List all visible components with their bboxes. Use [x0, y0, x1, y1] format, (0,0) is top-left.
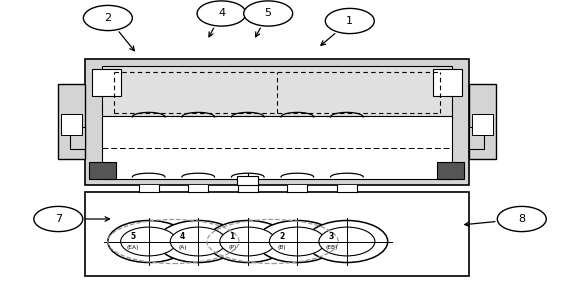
Bar: [58, 84, 85, 159]
Circle shape: [197, 1, 246, 26]
Circle shape: [108, 220, 189, 262]
Text: (A): (A): [178, 245, 187, 250]
Text: 4: 4: [218, 8, 225, 19]
Bar: [61, 114, 82, 135]
Circle shape: [319, 227, 375, 256]
Text: (P): (P): [228, 245, 236, 250]
Text: 7: 7: [55, 214, 62, 224]
Circle shape: [121, 227, 177, 256]
Bar: [188, 184, 208, 192]
Text: 2: 2: [104, 13, 111, 23]
Text: (B): (B): [278, 245, 286, 250]
Circle shape: [325, 8, 374, 34]
Bar: [92, 69, 121, 96]
Bar: [139, 184, 159, 192]
Bar: [85, 192, 469, 276]
Circle shape: [83, 5, 132, 31]
Text: 5: 5: [131, 232, 136, 242]
Circle shape: [170, 227, 226, 256]
Bar: [469, 84, 496, 159]
Bar: [237, 176, 258, 184]
Circle shape: [257, 220, 338, 262]
Bar: [70, 127, 85, 149]
Text: (EB): (EB): [325, 245, 338, 250]
Bar: [102, 116, 452, 178]
Bar: [89, 162, 116, 178]
Circle shape: [269, 227, 325, 256]
Bar: [337, 184, 357, 192]
Text: 8: 8: [518, 214, 525, 224]
Circle shape: [34, 206, 83, 232]
Bar: [433, 69, 462, 96]
Circle shape: [220, 227, 276, 256]
Bar: [238, 184, 258, 192]
Text: 1: 1: [346, 16, 353, 26]
Text: 4: 4: [180, 232, 185, 242]
Text: 1: 1: [230, 232, 235, 242]
Circle shape: [207, 220, 289, 262]
Text: 5: 5: [265, 8, 272, 19]
Bar: [472, 114, 493, 135]
Bar: [287, 184, 307, 192]
Text: (EA): (EA): [127, 245, 139, 250]
Text: 2: 2: [279, 232, 285, 242]
Circle shape: [157, 220, 239, 262]
Text: 3: 3: [329, 232, 334, 242]
Circle shape: [306, 220, 388, 262]
Circle shape: [244, 1, 293, 26]
Bar: [102, 66, 452, 119]
Bar: [469, 127, 484, 149]
Bar: [85, 58, 469, 184]
Bar: [437, 162, 464, 178]
Circle shape: [497, 206, 546, 232]
